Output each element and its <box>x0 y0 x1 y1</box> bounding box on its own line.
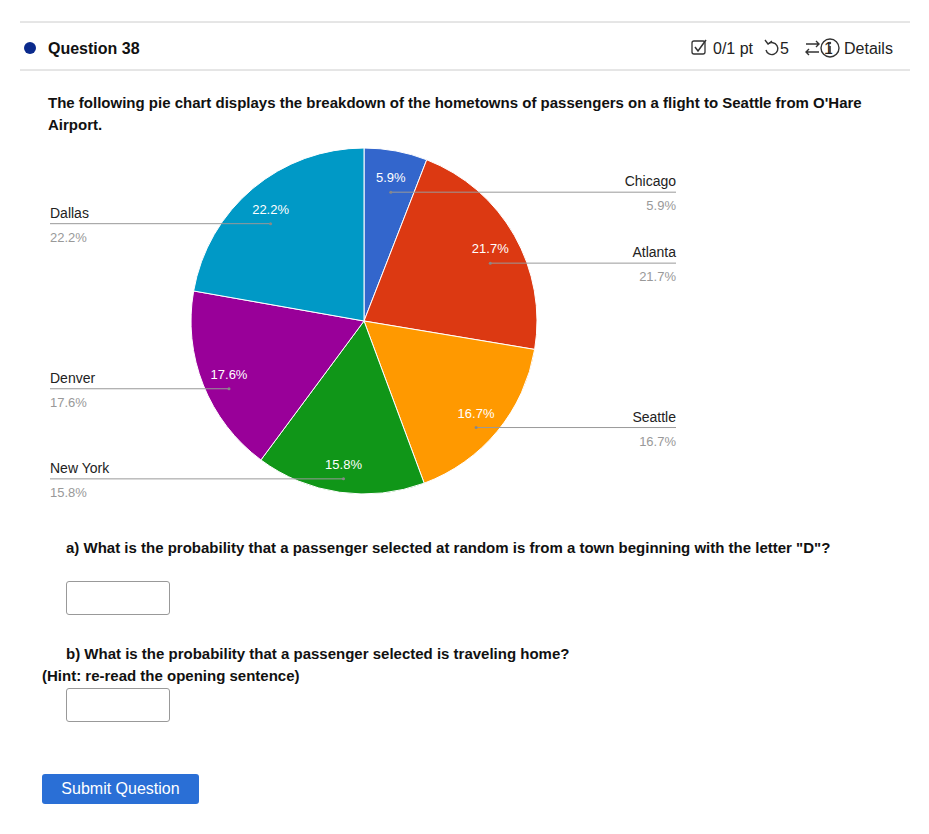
score-icon <box>692 41 705 54</box>
leader-dot <box>489 262 492 265</box>
category-value: 22.2% <box>50 230 87 245</box>
part-hint: (Hint: re-read the opening sentence) <box>42 665 300 687</box>
category-value: 15.8% <box>50 485 87 500</box>
submit-button[interactable]: Submit Question <box>42 774 199 804</box>
answer-input[interactable] <box>66 688 170 722</box>
score-icon <box>695 40 706 51</box>
part-question: b) What is the probability that a passen… <box>42 643 882 665</box>
category-value: 21.7% <box>639 269 676 284</box>
data-label: 21.7% <box>472 241 509 256</box>
leader-dot <box>227 387 230 390</box>
category-label: Denver <box>50 370 95 386</box>
details-link[interactable]: Details <box>844 40 893 57</box>
category-label: Chicago <box>625 173 677 189</box>
category-label: Atlanta <box>632 244 676 260</box>
leader-line <box>50 223 271 224</box>
question-title: Question 38 <box>48 40 140 57</box>
data-label: 16.7% <box>458 406 495 421</box>
leader-line <box>50 388 229 389</box>
data-label: 5.9% <box>376 170 406 185</box>
leader-dot <box>475 426 478 429</box>
leader-line <box>50 478 344 479</box>
answer-input[interactable] <box>66 581 170 615</box>
category-label: Dallas <box>50 205 89 221</box>
details-icon[interactable] <box>829 42 831 44</box>
leader-dot <box>342 477 345 480</box>
retries: 1 <box>824 40 833 57</box>
category-label: New York <box>50 460 110 476</box>
rule <box>20 22 910 23</box>
prompt: The following pie chart displays the bre… <box>48 92 878 136</box>
slice <box>194 148 364 321</box>
category-value: 17.6% <box>50 395 87 410</box>
category-value: 5.9% <box>646 198 676 213</box>
data-label: 17.6% <box>211 367 248 382</box>
rule <box>20 70 910 71</box>
leader-line <box>476 427 676 428</box>
leader-line <box>391 192 676 193</box>
leader-dot <box>389 191 392 194</box>
labels: Chicago 5.9% Atlanta 21.7% Seattle 16.7% New Y… <box>50 170 676 500</box>
leader-dot <box>269 222 272 225</box>
attempts-icon <box>765 40 772 44</box>
details-icon[interactable] <box>821 39 839 57</box>
attempts: 5 <box>780 40 789 57</box>
pie <box>191 148 537 494</box>
details-icon[interactable] <box>829 46 831 53</box>
category-value: 16.7% <box>639 434 676 449</box>
data-label: 15.8% <box>325 457 362 472</box>
data-label: 22.2% <box>252 202 289 217</box>
status-dot <box>24 42 36 54</box>
slice <box>364 160 537 350</box>
leader-line <box>490 263 676 264</box>
retries-icon <box>806 41 819 55</box>
part-question: a) What is the probability that a passen… <box>42 537 882 559</box>
category-label: Seattle <box>632 409 676 425</box>
score: 0/1 pt <box>713 40 754 57</box>
